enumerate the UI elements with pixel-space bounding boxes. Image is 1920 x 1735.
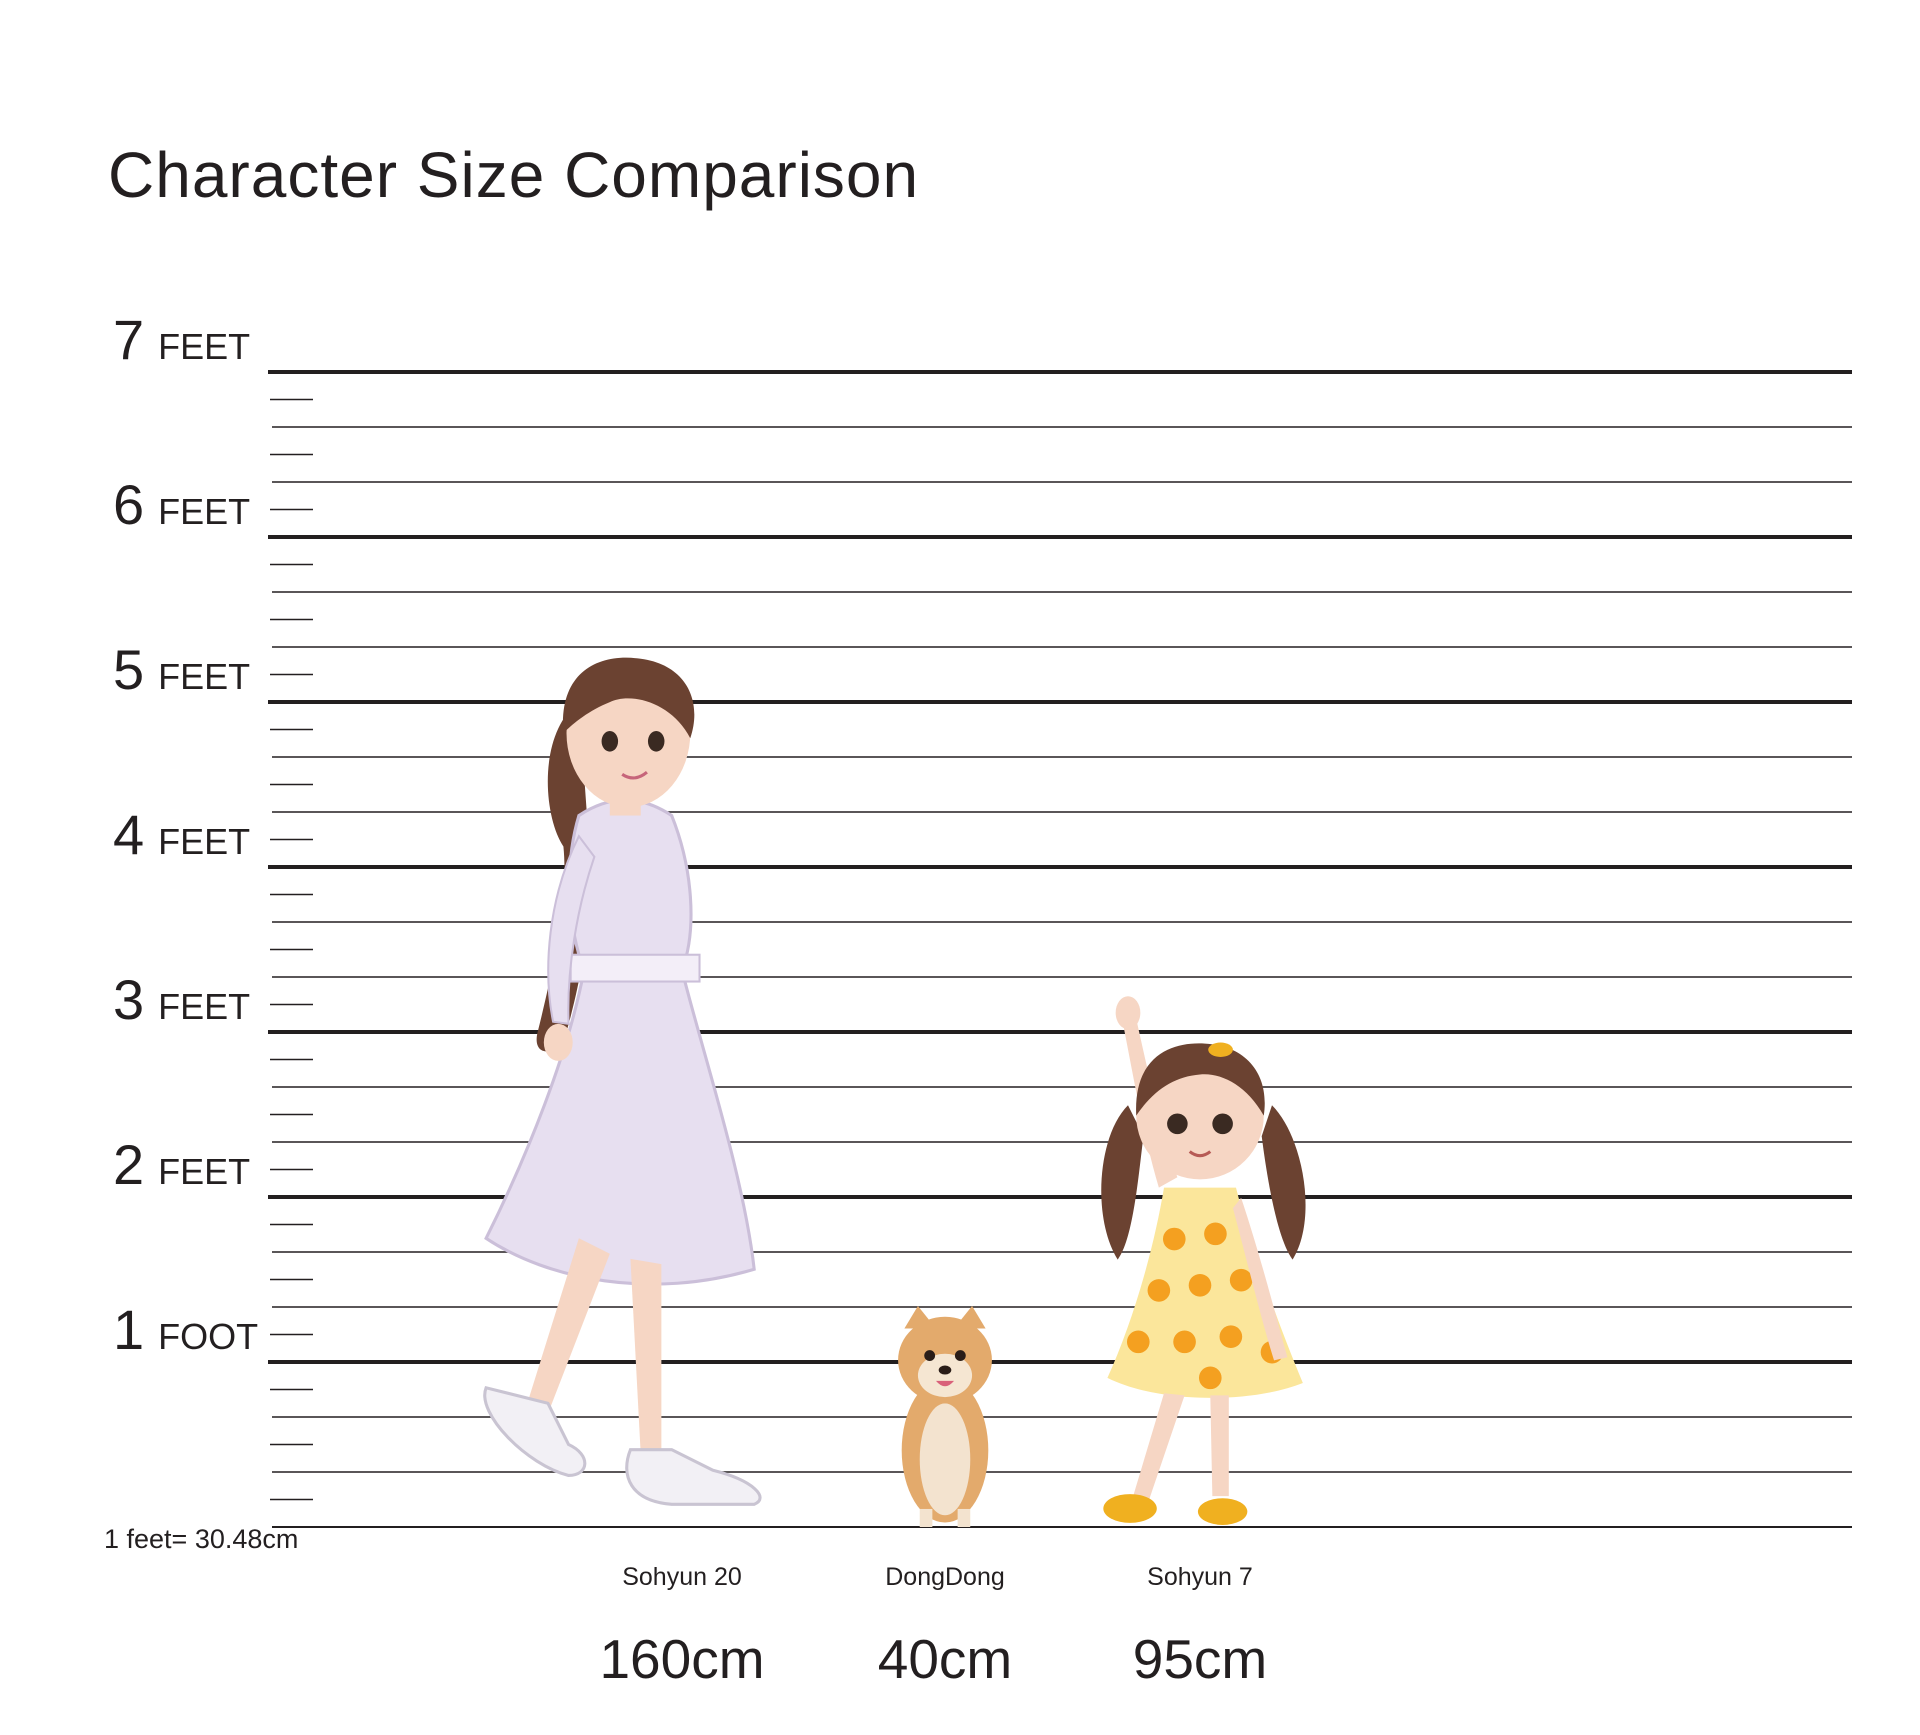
tick-unit: FEET (158, 1151, 250, 1192)
tick-number: 1 (113, 1298, 144, 1361)
leg-right (1210, 1395, 1229, 1497)
leg-left (1133, 1393, 1185, 1502)
tick-label: 7 FEET (113, 308, 250, 371)
tick-label: 3 FEET (113, 968, 250, 1031)
pigtail-right (1261, 1105, 1306, 1260)
leg-front (630, 1258, 662, 1455)
leg-back (527, 1238, 610, 1414)
hair-top (562, 657, 695, 739)
dress-dot (1229, 1268, 1253, 1292)
eye-right (647, 730, 665, 752)
tick-number: 3 (113, 968, 144, 1031)
paw-right (957, 1508, 971, 1527)
character-labels: Sohyun 20 160cm DongDong 40cm Sohyun 7 95cm (599, 1563, 1267, 1690)
dress-dot (1147, 1279, 1171, 1302)
tongue (935, 1380, 955, 1387)
dress-dot (1173, 1330, 1196, 1354)
tick-unit: FOOT (158, 1316, 258, 1357)
dress-dot (1162, 1227, 1186, 1251)
paw-left (919, 1508, 933, 1527)
tick-label: 6 FEET (113, 473, 250, 536)
unit-conversion-note: 1 feet= 30.48cm (104, 1524, 299, 1554)
tick-unit: FEET (158, 821, 250, 862)
shoe-back (483, 1385, 587, 1477)
pomeranian-dog-icon (898, 1305, 992, 1527)
sash (569, 953, 701, 983)
dress-dot (1204, 1222, 1227, 1246)
hand-raised (1115, 996, 1141, 1030)
arm (547, 834, 596, 1025)
tick-unit: FEET (158, 986, 250, 1027)
tick-unit: FEET (158, 656, 250, 697)
tick-number: 2 (113, 1133, 144, 1196)
eye-right (1212, 1113, 1233, 1135)
character-height: 40cm (878, 1628, 1013, 1690)
shoe-right (1197, 1498, 1248, 1525)
pigtail-left (1101, 1105, 1144, 1260)
hair-top (1136, 1043, 1265, 1116)
hand (543, 1023, 573, 1061)
dress-dot (1188, 1273, 1212, 1297)
tick-label: 4 FEET (113, 803, 250, 866)
dress-dot (1219, 1325, 1243, 1349)
dress (484, 798, 756, 1286)
tick-number: 7 (113, 308, 144, 371)
tick-number: 6 (113, 473, 144, 536)
dress-dot (1198, 1366, 1222, 1390)
character-height: 95cm (1133, 1628, 1268, 1690)
character-name: DongDong (885, 1563, 1005, 1591)
eye-left (601, 730, 619, 752)
character-height: 160cm (599, 1628, 764, 1690)
tick-number: 5 (113, 638, 144, 701)
muzzle (917, 1353, 973, 1398)
mouth (621, 770, 648, 780)
shoe-left (1103, 1494, 1157, 1523)
nose (938, 1365, 952, 1375)
dress-dot (1126, 1330, 1150, 1354)
mouth (1188, 1150, 1212, 1158)
character-name: Sohyun 20 (622, 1563, 742, 1591)
eye-left (924, 1350, 936, 1361)
character-figures (483, 657, 1306, 1527)
tick-label: 5 FEET (113, 638, 250, 701)
chest (919, 1403, 971, 1516)
eye-left (1167, 1113, 1188, 1135)
hair-clip (1208, 1042, 1233, 1057)
eye-right (954, 1350, 966, 1361)
tick-unit: FEET (158, 491, 250, 532)
tick-unit: FEET (158, 326, 250, 367)
girl-figure-icon (1101, 996, 1306, 1525)
shoe-front (625, 1448, 762, 1506)
woman-figure-icon (483, 657, 762, 1506)
tick-label: 2 FEET (113, 1133, 250, 1196)
character-name: Sohyun 7 (1147, 1563, 1253, 1591)
tick-label: 1 FOOT (113, 1298, 258, 1361)
tick-number: 4 (113, 803, 144, 866)
arm-down (1232, 1197, 1288, 1361)
chart-title: Character Size Comparison (108, 139, 920, 211)
